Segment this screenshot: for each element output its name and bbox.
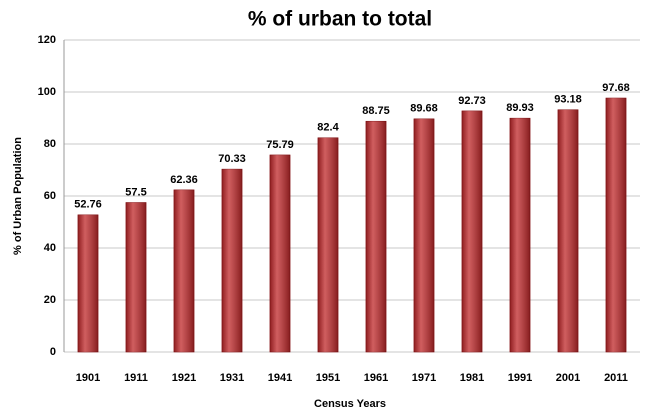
bar-shade — [509, 118, 531, 352]
x-tick-label: 1941 — [268, 372, 292, 384]
x-tick-label: 1951 — [316, 372, 340, 384]
x-tick-label: 1931 — [220, 372, 244, 384]
y-tick-label: 80 — [44, 138, 56, 150]
x-tick-label: 1961 — [364, 372, 388, 384]
value-label: 93.18 — [554, 94, 582, 106]
x-tick-label: 2001 — [556, 372, 580, 384]
x-tick-label: 1901 — [76, 372, 100, 384]
bar-shade — [557, 109, 579, 353]
value-label: 82.4 — [317, 122, 339, 134]
y-tick-label: 60 — [44, 190, 56, 202]
y-tick-label: 100 — [38, 86, 56, 98]
bar-shade — [77, 214, 99, 352]
chart-title: % of urban to total — [248, 8, 432, 31]
x-tick-label: 1911 — [124, 372, 148, 384]
value-label: 89.68 — [410, 103, 438, 115]
bar-shade — [173, 189, 195, 352]
x-tick-label: 1971 — [412, 372, 436, 384]
y-axis-label: % of Urban Population — [12, 137, 24, 255]
value-label: 92.73 — [458, 95, 486, 107]
x-tick-label: 2011 — [604, 372, 628, 384]
bar-shade — [413, 118, 435, 352]
value-label: 89.93 — [506, 102, 534, 114]
bar-shade — [461, 110, 483, 352]
bar-shade — [269, 154, 291, 352]
value-label: 70.33 — [218, 153, 246, 165]
bar-shade — [125, 202, 147, 352]
x-axis-label: Census Years — [314, 398, 386, 410]
y-tick-label: 0 — [50, 346, 56, 358]
x-tick-label: 1921 — [172, 372, 196, 384]
value-label: 52.76 — [74, 199, 102, 211]
value-label: 97.68 — [602, 82, 630, 94]
bar-shade — [365, 121, 387, 352]
bar-shade — [317, 137, 339, 352]
y-tick-label: 120 — [38, 34, 56, 46]
x-tick-label: 1991 — [508, 372, 532, 384]
bar-shade — [221, 169, 243, 352]
bar-shade — [605, 98, 627, 352]
y-tick-label: 40 — [44, 242, 56, 254]
value-label: 75.79 — [266, 139, 294, 151]
value-label: 88.75 — [362, 105, 390, 117]
value-label: 62.36 — [170, 174, 198, 186]
value-label: 57.5 — [125, 186, 146, 198]
y-tick-label: 20 — [44, 294, 56, 306]
x-tick-label: 1981 — [460, 372, 484, 384]
